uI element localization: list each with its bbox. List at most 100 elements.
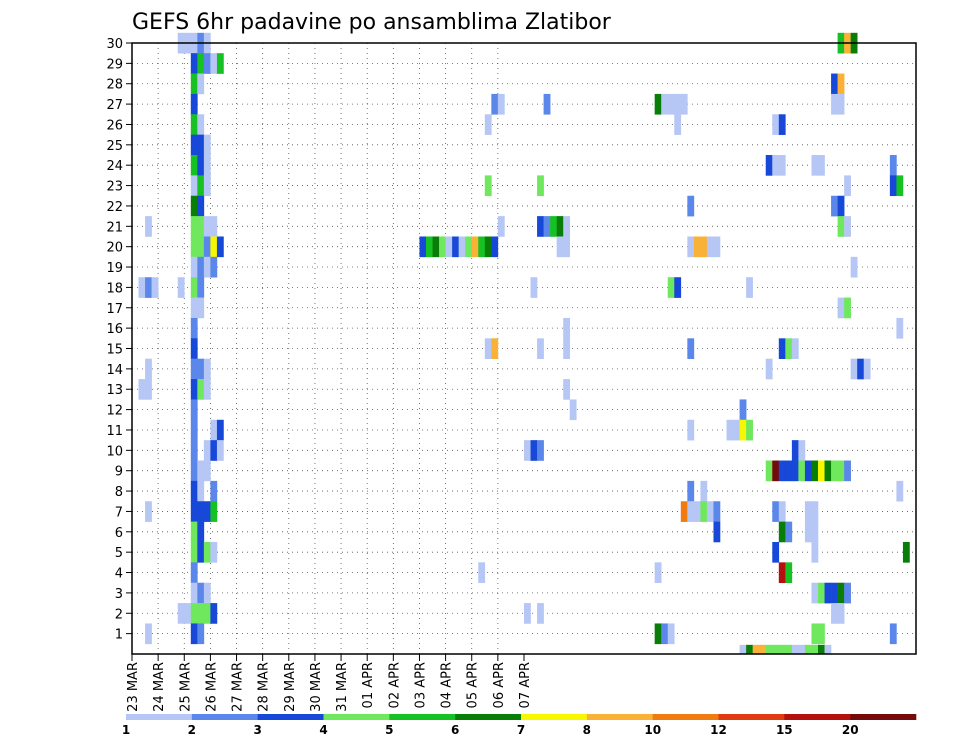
y-tick-label: 14 bbox=[106, 363, 123, 378]
precip-cell bbox=[190, 93, 198, 115]
precip-cell bbox=[739, 419, 747, 441]
precip-cell bbox=[726, 419, 734, 441]
precip-cell bbox=[445, 236, 453, 258]
precip-cell bbox=[216, 236, 224, 258]
x-tick-label: 29 MAR bbox=[283, 662, 298, 712]
precip-cell bbox=[778, 114, 786, 135]
precip-cell bbox=[837, 460, 845, 482]
precip-cell bbox=[426, 236, 433, 258]
precip-cell bbox=[563, 379, 571, 400]
precip-cell bbox=[811, 501, 819, 522]
precip-cell bbox=[569, 399, 577, 421]
precip-cell bbox=[693, 501, 701, 522]
precip-cell bbox=[785, 644, 793, 655]
precip-cells bbox=[138, 32, 910, 655]
precip-cell bbox=[759, 644, 767, 655]
colorbar: 1 2 3 4 5 6 7 8 10 12 15 20 bbox=[122, 714, 917, 737]
precip-cell bbox=[889, 155, 897, 176]
precip-cell bbox=[889, 175, 897, 197]
x-tick-label: 02 APR bbox=[387, 662, 402, 708]
y-tick-label: 18 bbox=[106, 281, 123, 296]
colorbar-label: 12 bbox=[710, 723, 727, 737]
precip-cell bbox=[772, 501, 780, 522]
precip-cell bbox=[190, 399, 198, 421]
precip-cell bbox=[478, 562, 486, 584]
precip-cell bbox=[190, 562, 198, 584]
precip-cell bbox=[138, 379, 146, 400]
precip-cell bbox=[798, 644, 806, 655]
precip-cell bbox=[674, 114, 682, 135]
precip-cell bbox=[680, 501, 688, 522]
colorbar-swatch bbox=[389, 714, 456, 720]
x-tick-label: 07 APR bbox=[518, 662, 533, 708]
precip-cell bbox=[739, 399, 747, 421]
precip-cell bbox=[706, 236, 714, 258]
colorbar-label: 7 bbox=[517, 723, 525, 737]
y-tick-label: 22 bbox=[106, 200, 123, 215]
precip-cell bbox=[190, 623, 198, 645]
precip-cell bbox=[896, 480, 904, 502]
colorbar-label: 8 bbox=[583, 723, 591, 737]
precip-cell bbox=[203, 216, 211, 237]
precip-cell bbox=[197, 236, 205, 258]
precip-cell bbox=[197, 480, 205, 502]
precip-cell bbox=[772, 460, 780, 482]
precip-cell bbox=[687, 480, 695, 502]
precip-cell bbox=[811, 521, 819, 543]
precip-cell bbox=[674, 93, 682, 115]
precip-cell bbox=[177, 277, 185, 298]
precip-cell bbox=[896, 317, 904, 339]
precip-cell bbox=[190, 277, 198, 298]
precip-cell bbox=[863, 358, 871, 380]
precip-cell bbox=[210, 216, 218, 237]
x-tick-label: 28 MAR bbox=[257, 662, 272, 712]
precip-cell bbox=[778, 155, 786, 176]
precip-cell bbox=[210, 53, 218, 74]
precip-cell bbox=[439, 236, 446, 258]
precip-cell bbox=[889, 623, 897, 645]
precip-cell bbox=[844, 297, 851, 319]
precip-cell bbox=[778, 562, 786, 584]
precip-cell bbox=[190, 53, 198, 74]
precip-cell bbox=[654, 623, 662, 645]
y-tick-label: 30 bbox=[106, 37, 123, 52]
precip-cell bbox=[667, 93, 675, 115]
colorbar-label: 2 bbox=[188, 723, 196, 737]
precip-cell bbox=[203, 53, 211, 74]
precip-cell bbox=[563, 338, 571, 359]
x-tick-label: 30 MAR bbox=[309, 662, 324, 712]
precip-cell bbox=[190, 175, 198, 197]
colorbar-swatch bbox=[784, 714, 851, 720]
precip-cell bbox=[896, 175, 904, 197]
y-tick-label: 10 bbox=[106, 444, 123, 459]
precip-cell bbox=[145, 216, 152, 237]
precip-cell bbox=[145, 623, 152, 645]
colorbar-swatch bbox=[521, 714, 588, 720]
precip-cell bbox=[818, 155, 825, 176]
precip-cell bbox=[203, 460, 211, 482]
precip-cell bbox=[497, 216, 505, 237]
y-tick-label: 16 bbox=[106, 322, 123, 337]
colorbar-swatch bbox=[191, 714, 258, 720]
x-tick-label: 31 MAR bbox=[335, 662, 350, 712]
precip-cell bbox=[831, 195, 838, 217]
precip-cell bbox=[190, 134, 198, 156]
precip-cell bbox=[811, 460, 819, 482]
precip-cell bbox=[465, 236, 473, 258]
precip-cell bbox=[811, 644, 819, 655]
precip-cell bbox=[778, 501, 786, 522]
precip-cell bbox=[824, 644, 832, 655]
precip-cell bbox=[785, 460, 793, 482]
y-tick-label: 19 bbox=[106, 261, 123, 276]
precip-cell bbox=[197, 541, 205, 563]
colorbar-swatch bbox=[718, 714, 785, 720]
precip-cell bbox=[818, 460, 825, 482]
precip-cell bbox=[687, 501, 695, 522]
precip-cell bbox=[145, 501, 152, 522]
precip-cell bbox=[197, 603, 205, 624]
precip-cell bbox=[197, 297, 205, 319]
precip-cell bbox=[804, 501, 812, 522]
precip-cell bbox=[497, 93, 505, 115]
precip-cell bbox=[713, 236, 721, 258]
